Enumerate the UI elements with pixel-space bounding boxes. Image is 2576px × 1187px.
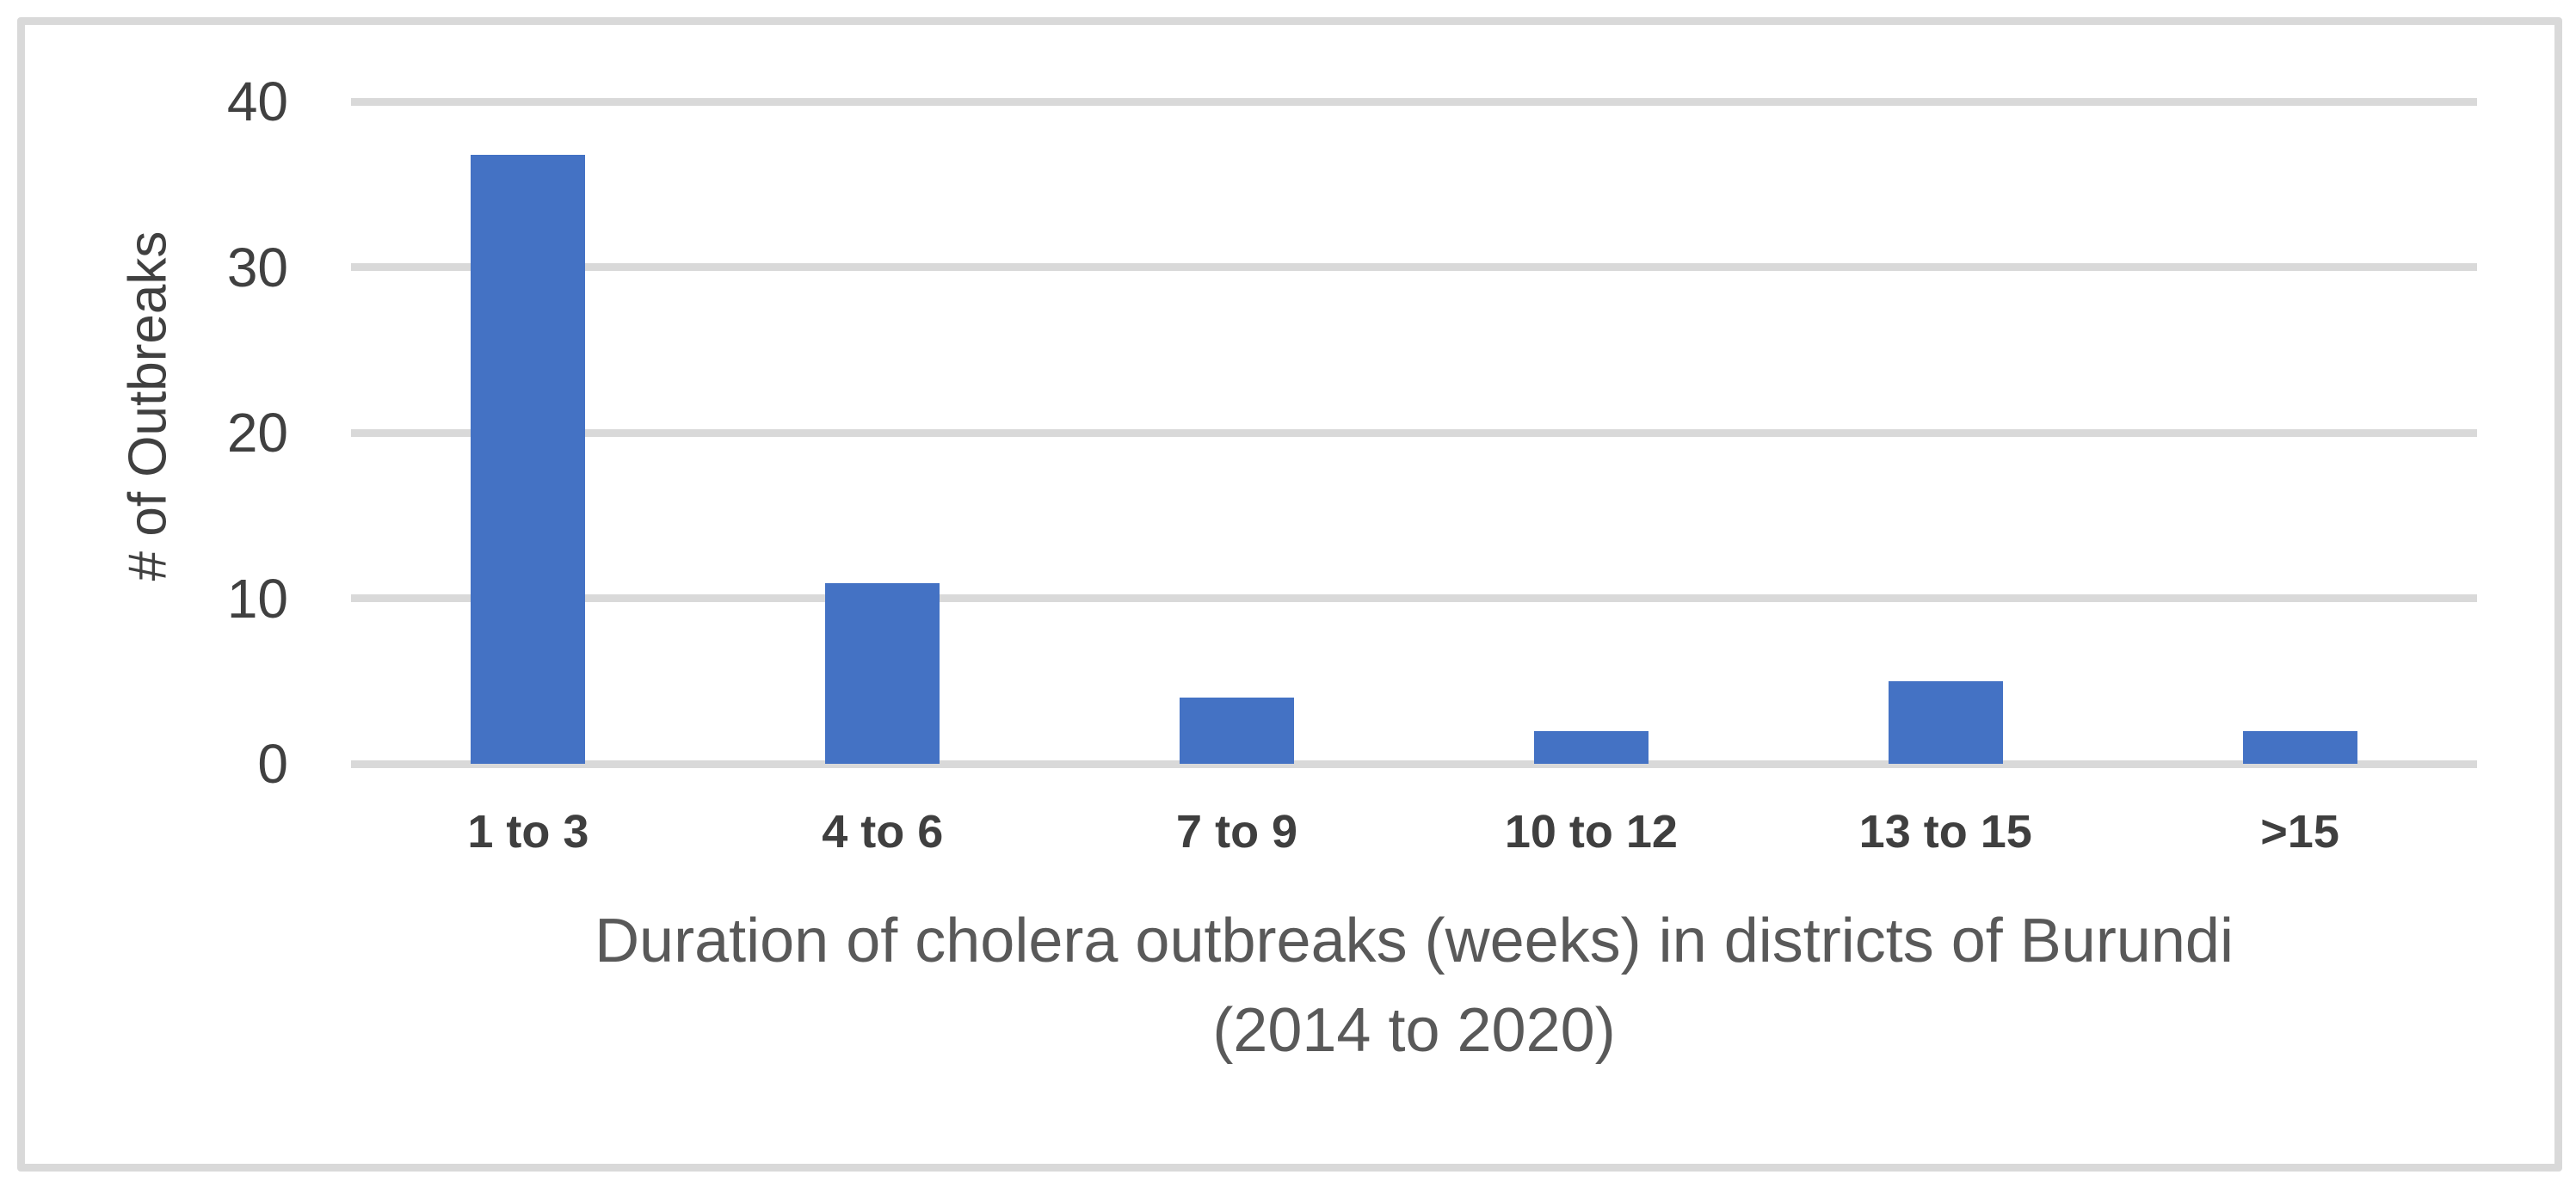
- x-axis-title-line-2: (2014 to 2020): [1212, 996, 1616, 1065]
- gridline-20: [351, 428, 2477, 437]
- y-tick-label-10: 10: [226, 567, 288, 630]
- gridline-40: [351, 97, 2477, 106]
- plot-area: [351, 97, 2477, 768]
- x-tick-label-4-to-6: 4 to 6: [822, 806, 944, 858]
- bar-4-to-6: [825, 583, 940, 764]
- bar-slot-1-to-3: [351, 101, 706, 764]
- bar-slot-10-to-12: [1414, 101, 1768, 764]
- y-tick-label-0: 0: [257, 733, 288, 795]
- x-axis-category-labels: 1 to 3 4 to 6 7 to 9 10 to 12 13 to 15 >15: [351, 805, 2477, 858]
- x-axis-line: [351, 760, 2477, 768]
- x-tick-label-1-to-3: 1 to 3: [467, 806, 589, 858]
- bar-slot-13-to-15: [1768, 101, 2123, 764]
- x-tick-label-gt-15: >15: [2260, 806, 2339, 858]
- bar-series: [351, 101, 2477, 764]
- bar-7-to-9: [1180, 698, 1295, 764]
- x-tick-label-7-to-9: 7 to 9: [1176, 806, 1298, 858]
- bar-slot-7-to-9: [1060, 101, 1414, 764]
- y-tick-label-20: 20: [226, 402, 288, 464]
- y-tick-label-30: 30: [226, 236, 288, 298]
- x-axis-title-line-1: Duration of cholera outbreaks (weeks) in…: [595, 907, 2234, 975]
- bar-slot-4-to-6: [706, 101, 1060, 764]
- x-axis-title: Duration of cholera outbreaks (weeks) in…: [351, 896, 2477, 1075]
- bar-10-to-12: [1533, 731, 1649, 764]
- bar-slot-gt-15: [2123, 101, 2477, 764]
- gridline-30: [351, 263, 2477, 271]
- x-tick-label-10-to-12: 10 to 12: [1504, 806, 1678, 858]
- bar-1-to-3: [471, 155, 586, 764]
- gridline-10: [351, 594, 2477, 602]
- chart-border: [17, 17, 2562, 1172]
- bar-gt-15: [2242, 731, 2357, 764]
- bar-13-to-15: [1888, 681, 2003, 764]
- x-tick-label-13-to-15: 13 to 15: [1858, 806, 2032, 858]
- y-tick-label-40: 40: [226, 71, 288, 132]
